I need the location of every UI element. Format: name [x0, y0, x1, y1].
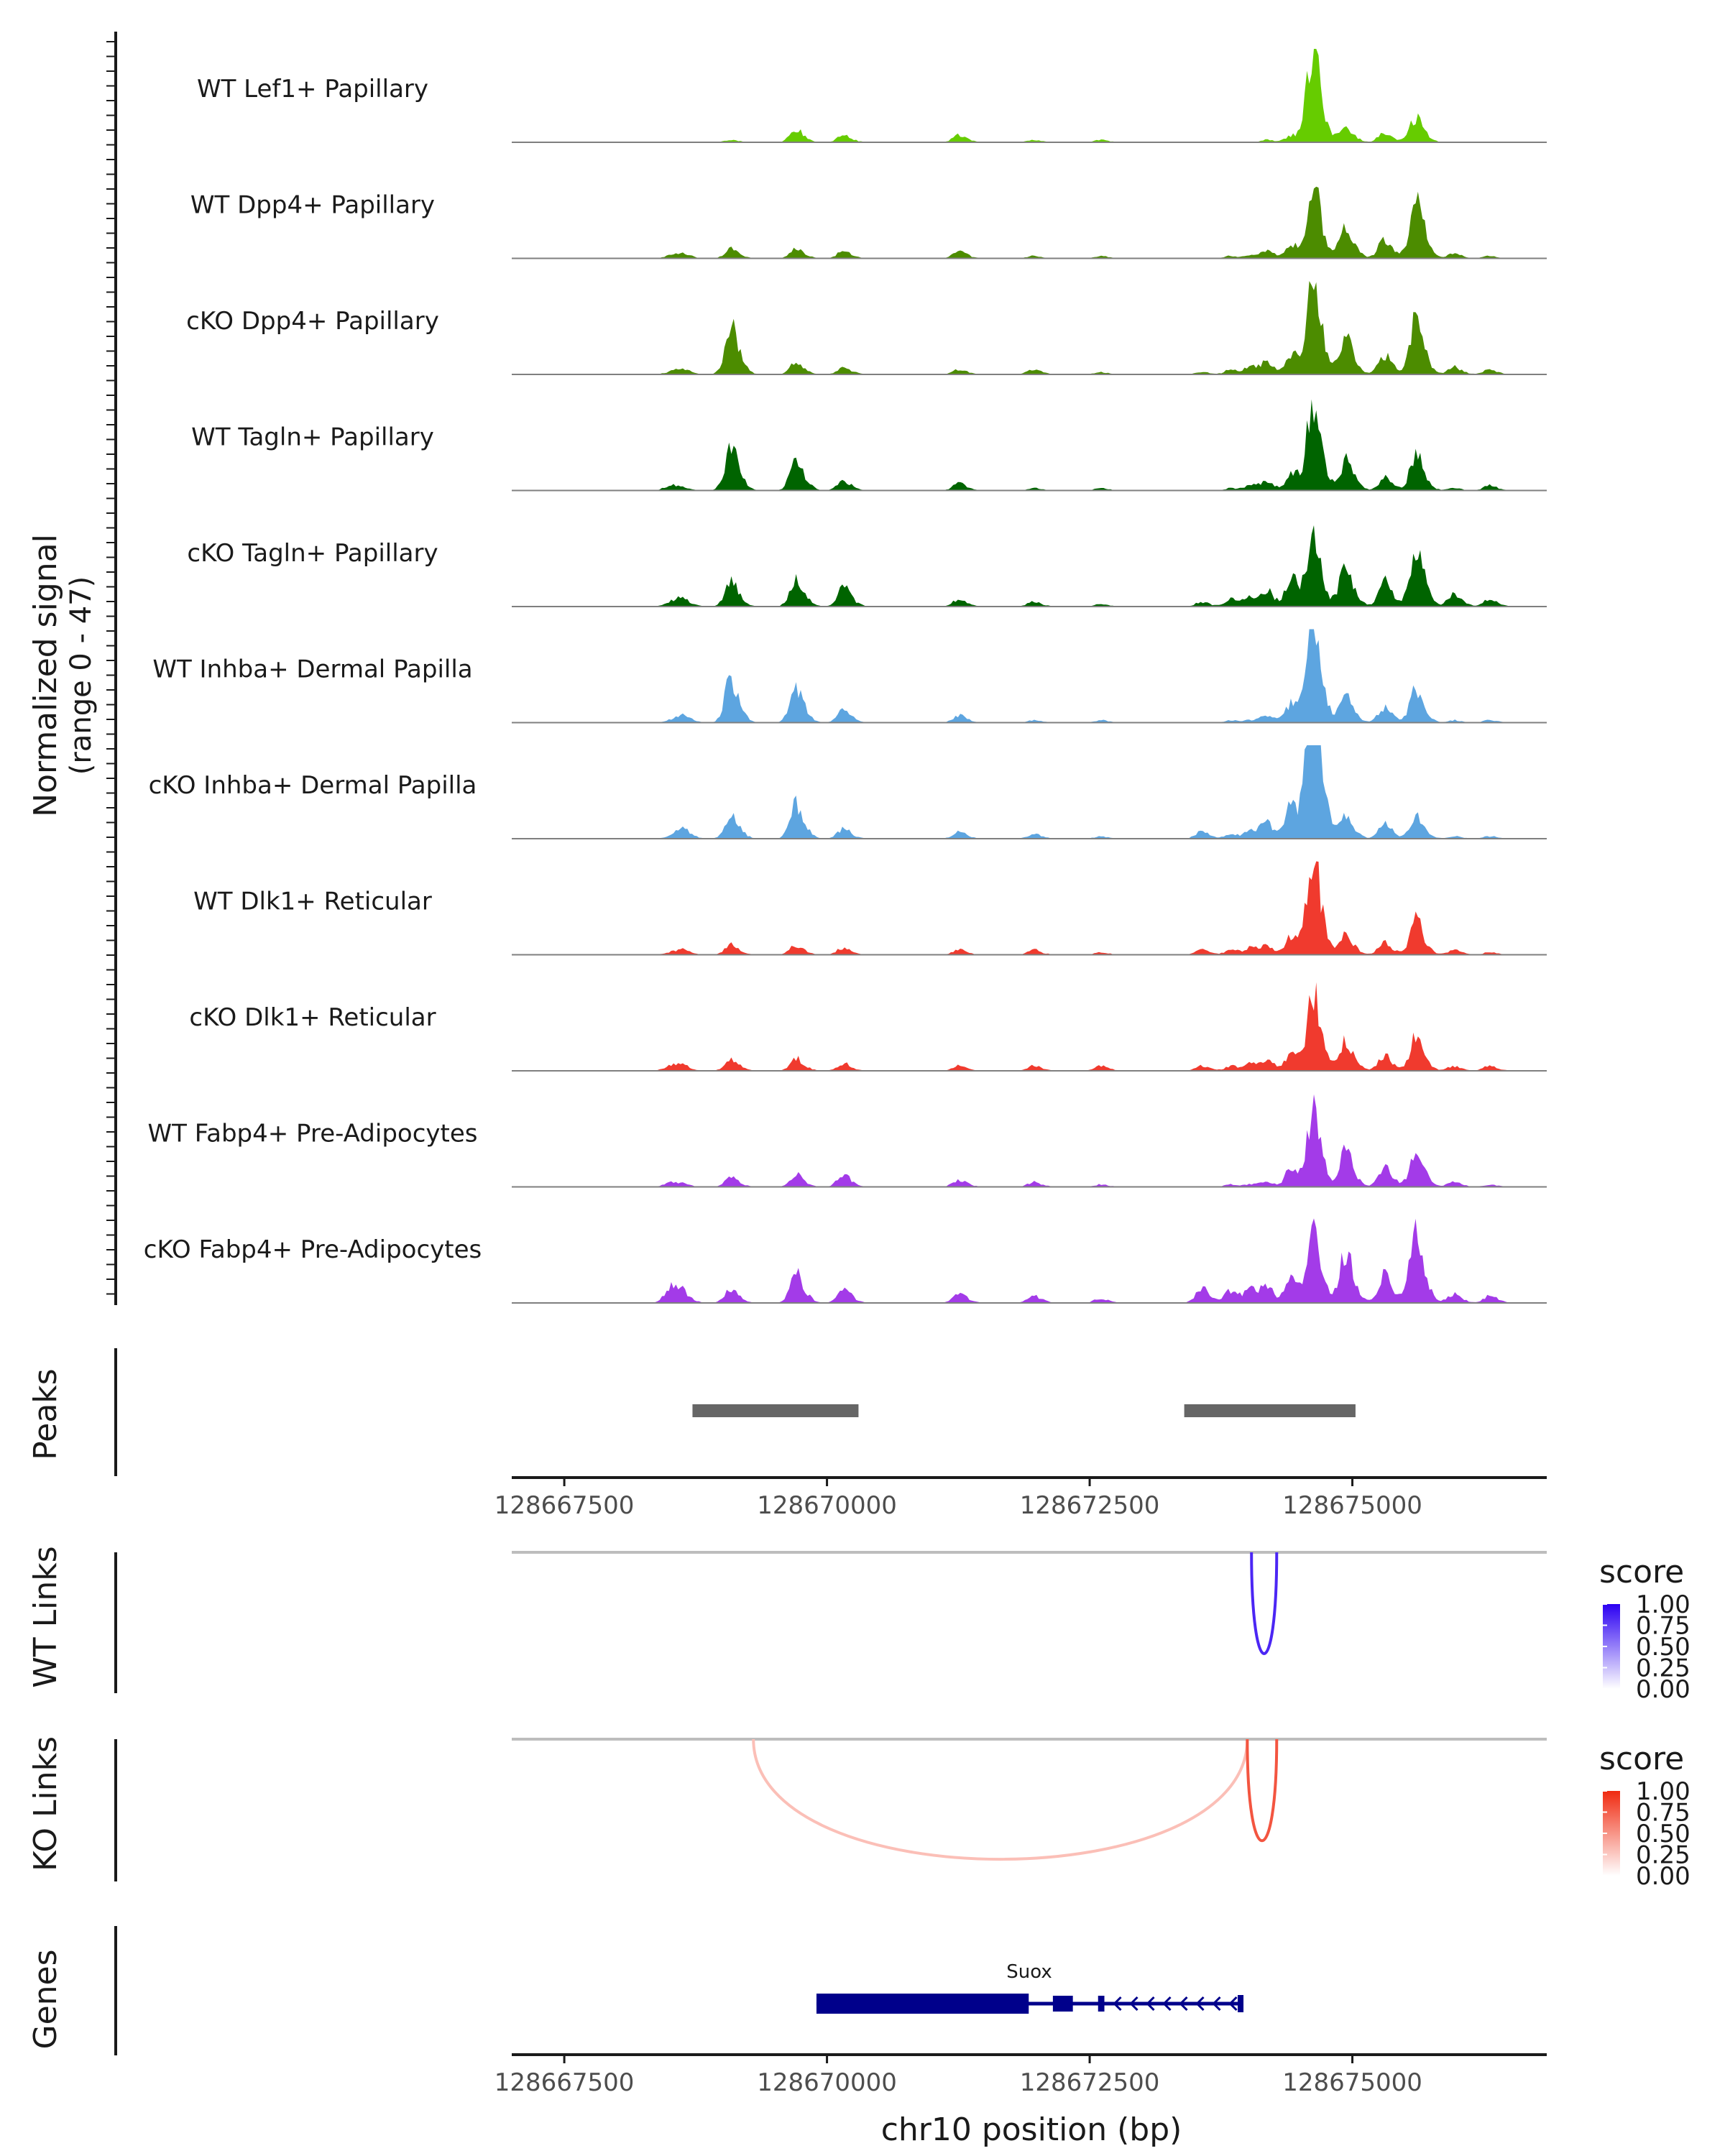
genes-ylabel: Genes — [27, 1949, 64, 2049]
legend-tick-label: 0.25 — [1636, 1654, 1690, 1683]
coverage-area — [512, 525, 1547, 607]
gene-name-label: Suox — [1006, 1961, 1052, 1983]
link-arc — [1246, 1738, 1279, 1842]
legend-tick-label: 0.75 — [1636, 1612, 1690, 1641]
x-axis-top: 128667500 128670000 128672500 128675000 — [494, 1476, 1547, 1520]
strand-arrow — [1179, 1996, 1188, 2012]
strand-arrow — [1195, 1996, 1205, 2012]
coverage-track: WT Dlk1+ Reticular — [193, 861, 1547, 956]
strand-arrow — [1129, 1996, 1138, 2012]
track-label: cKO Fabp4+ Pre-Adipocytes — [144, 1235, 482, 1264]
coverage-area — [512, 1094, 1547, 1187]
x-axis-tick-label: 128675000 — [1282, 1491, 1422, 1520]
ko-links-track — [114, 1738, 1547, 1881]
x-axis-tick-label: 128667500 — [494, 2068, 635, 2097]
coverage-area — [512, 982, 1547, 1071]
legend-tick-label: 0.50 — [1636, 1820, 1690, 1848]
wt-links-legend-title: score — [1599, 1554, 1684, 1590]
legend-tick-label: 0.25 — [1636, 1841, 1690, 1870]
peaks-track — [114, 1348, 1356, 1476]
coverage-area — [512, 1218, 1547, 1303]
track-label: WT Fabp4+ Pre-Adipocytes — [148, 1120, 478, 1148]
coverage-track: WT Fabp4+ Pre-Adipocytes — [148, 1094, 1547, 1188]
gene-end-cap — [1238, 1995, 1244, 2012]
ko-links-ylabel: KO Links — [27, 1736, 64, 1871]
link-arc — [752, 1738, 1249, 1861]
gene-exon — [1052, 1996, 1073, 2012]
coverage-y-axis — [106, 32, 117, 1305]
coverage-area — [512, 49, 1547, 142]
coverage-area — [512, 281, 1547, 374]
track-label: WT Tagln+ Papillary — [191, 423, 434, 452]
wt-links-track — [114, 1551, 1547, 1693]
strand-arrow — [1146, 1996, 1155, 2012]
coverage-area — [512, 745, 1547, 839]
x-axis-tick-label: 128667500 — [494, 1491, 635, 1520]
strand-arrow — [1113, 1996, 1122, 2012]
legend-tick-label: 1.00 — [1636, 1590, 1690, 1619]
coverage-area — [512, 186, 1547, 259]
coverage-track: WT Lef1+ Papillary — [197, 49, 1547, 143]
legend-tick-label: 0.00 — [1636, 1862, 1690, 1891]
track-label: cKO Tagln+ Papillary — [187, 539, 438, 568]
coverage-track: cKO Dpp4+ Papillary — [186, 281, 1547, 375]
coverage-area — [512, 861, 1547, 955]
coverage-ylabel-line1: Normalized signal — [27, 534, 64, 817]
coverage-track: cKO Tagln+ Papillary — [187, 525, 1547, 607]
coverage-track: cKO Fabp4+ Pre-Adipocytes — [144, 1218, 1547, 1304]
coverage-track: cKO Dlk1+ Reticular — [189, 982, 1547, 1072]
coverage-tracks: WT Lef1+ Papillary WT Dpp4+ Papillary cKO … — [144, 49, 1547, 1304]
peaks-ylabel: Peaks — [27, 1368, 64, 1460]
coverage-ylabel-line2: (range 0 - 47) — [65, 576, 98, 775]
legend-tick-label: 0.75 — [1636, 1799, 1690, 1828]
legend-tick-label: 0.50 — [1636, 1633, 1690, 1662]
legend-tick-label: 0.00 — [1636, 1675, 1690, 1704]
strand-arrow — [1228, 1996, 1238, 2012]
x-axis-tick-label: 128675000 — [1282, 2068, 1422, 2097]
wt-links-legend: 1.000.750.500.250.00 — [1603, 1590, 1690, 1704]
coverage-area — [512, 629, 1547, 723]
legend-tick-label: 1.00 — [1636, 1777, 1690, 1806]
strand-arrow — [1162, 1996, 1172, 2012]
peak-bar — [692, 1404, 859, 1417]
track-label: WT Dpp4+ Papillary — [190, 191, 435, 220]
track-label: cKO Dlk1+ Reticular — [189, 1003, 436, 1032]
x-axis-tick-label: 128672500 — [1020, 2068, 1160, 2097]
coverage-track: cKO Inhba+ Dermal Papilla — [149, 745, 1547, 839]
x-axis-title: chr10 position (bp) — [881, 2111, 1182, 2148]
track-label: WT Lef1+ Papillary — [197, 75, 428, 103]
coverage-track: WT Dpp4+ Papillary — [190, 186, 1547, 259]
ko-links-legend-title: score — [1599, 1741, 1684, 1777]
track-label: cKO Inhba+ Dermal Papilla — [149, 771, 477, 800]
strand-arrow — [1212, 1996, 1221, 2012]
ko-links-legend: 1.000.750.500.250.00 — [1603, 1777, 1690, 1891]
track-label: WT Dlk1+ Reticular — [193, 888, 432, 916]
x-axis-tick-label: 128672500 — [1020, 1491, 1160, 1520]
peak-bar — [1184, 1404, 1356, 1417]
gene-exon — [816, 1994, 1029, 2014]
genes-track: Suox — [114, 1926, 1244, 2055]
x-axis-tick-label: 128670000 — [757, 2068, 897, 2097]
coverage-area — [512, 399, 1547, 491]
x-axis-bottom: 128667500 128670000 128672500 128675000 — [494, 2053, 1547, 2097]
link-arc — [1250, 1552, 1279, 1655]
track-label: WT Inhba+ Dermal Papilla — [152, 655, 472, 684]
coverage-track: WT Inhba+ Dermal Papilla — [152, 629, 1547, 724]
gene-exon — [1098, 1996, 1105, 2012]
track-label: cKO Dpp4+ Papillary — [186, 307, 439, 336]
coverage-track: WT Tagln+ Papillary — [191, 399, 1547, 492]
wt-links-ylabel: WT Links — [27, 1546, 64, 1687]
x-axis-tick-label: 128670000 — [757, 1491, 897, 1520]
